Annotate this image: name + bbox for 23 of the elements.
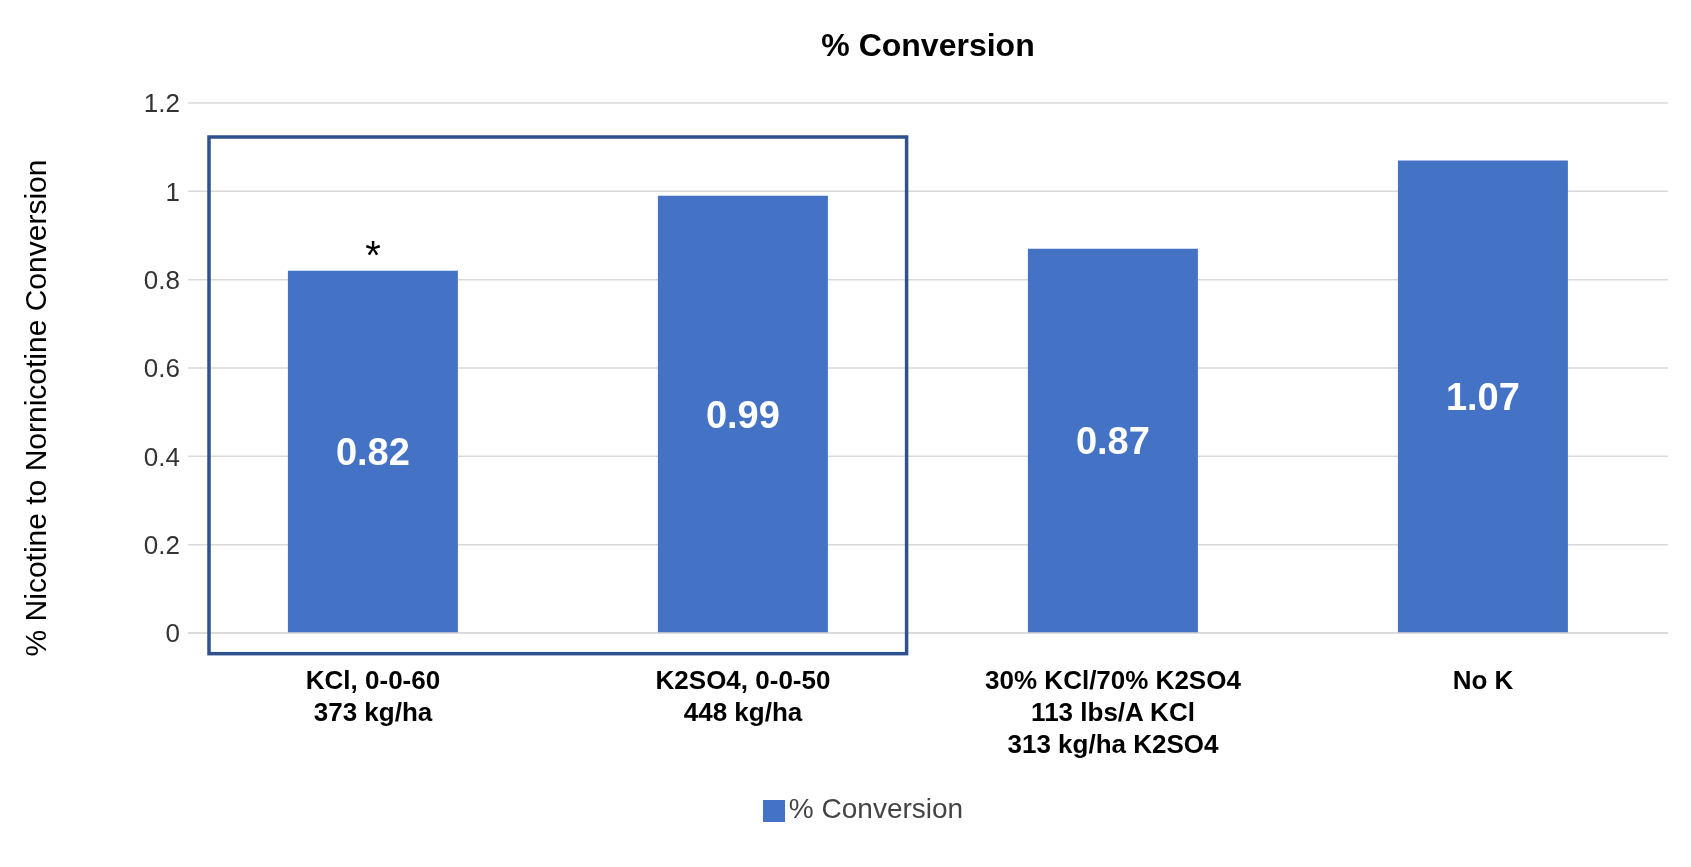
bar [287, 270, 458, 633]
x-tick-label: KCl, 0-0-60 373 kg/ha [305, 665, 441, 727]
data-label: 0.87 [1075, 420, 1150, 463]
legend-label: % Conversion [788, 793, 964, 824]
bar [657, 195, 828, 633]
data-label: 0.99 [705, 393, 780, 436]
y-axis-title: % Nicotine to Nornicotine Conversion [19, 159, 52, 657]
data-label: 1.07 [1445, 376, 1520, 419]
annotation: * [365, 232, 381, 277]
chart-title: % Conversion [821, 27, 1035, 63]
x-tick-label: 30% KCl/70% K2SO4 113 lbs/A KCl 313 kg/ha K2SO4 [985, 665, 1242, 759]
y-tick-label: 0.4 [143, 441, 180, 472]
y-tick-label: 0 [165, 618, 180, 649]
y-tick-label: 1.2 [143, 88, 180, 119]
x-tick-label: K2SO4, 0-0-50 448 kg/ha [655, 665, 831, 727]
bar [1027, 248, 1198, 633]
data-label: 0.82 [335, 431, 410, 474]
y-tick-label: 1 [165, 176, 180, 207]
y-tick-label: 0.2 [143, 529, 180, 560]
y-tick-label: 0.6 [143, 353, 180, 384]
y-tick-label: 0.8 [143, 264, 180, 295]
x-tick-label: No K [1452, 665, 1514, 695]
bar [1397, 160, 1568, 633]
